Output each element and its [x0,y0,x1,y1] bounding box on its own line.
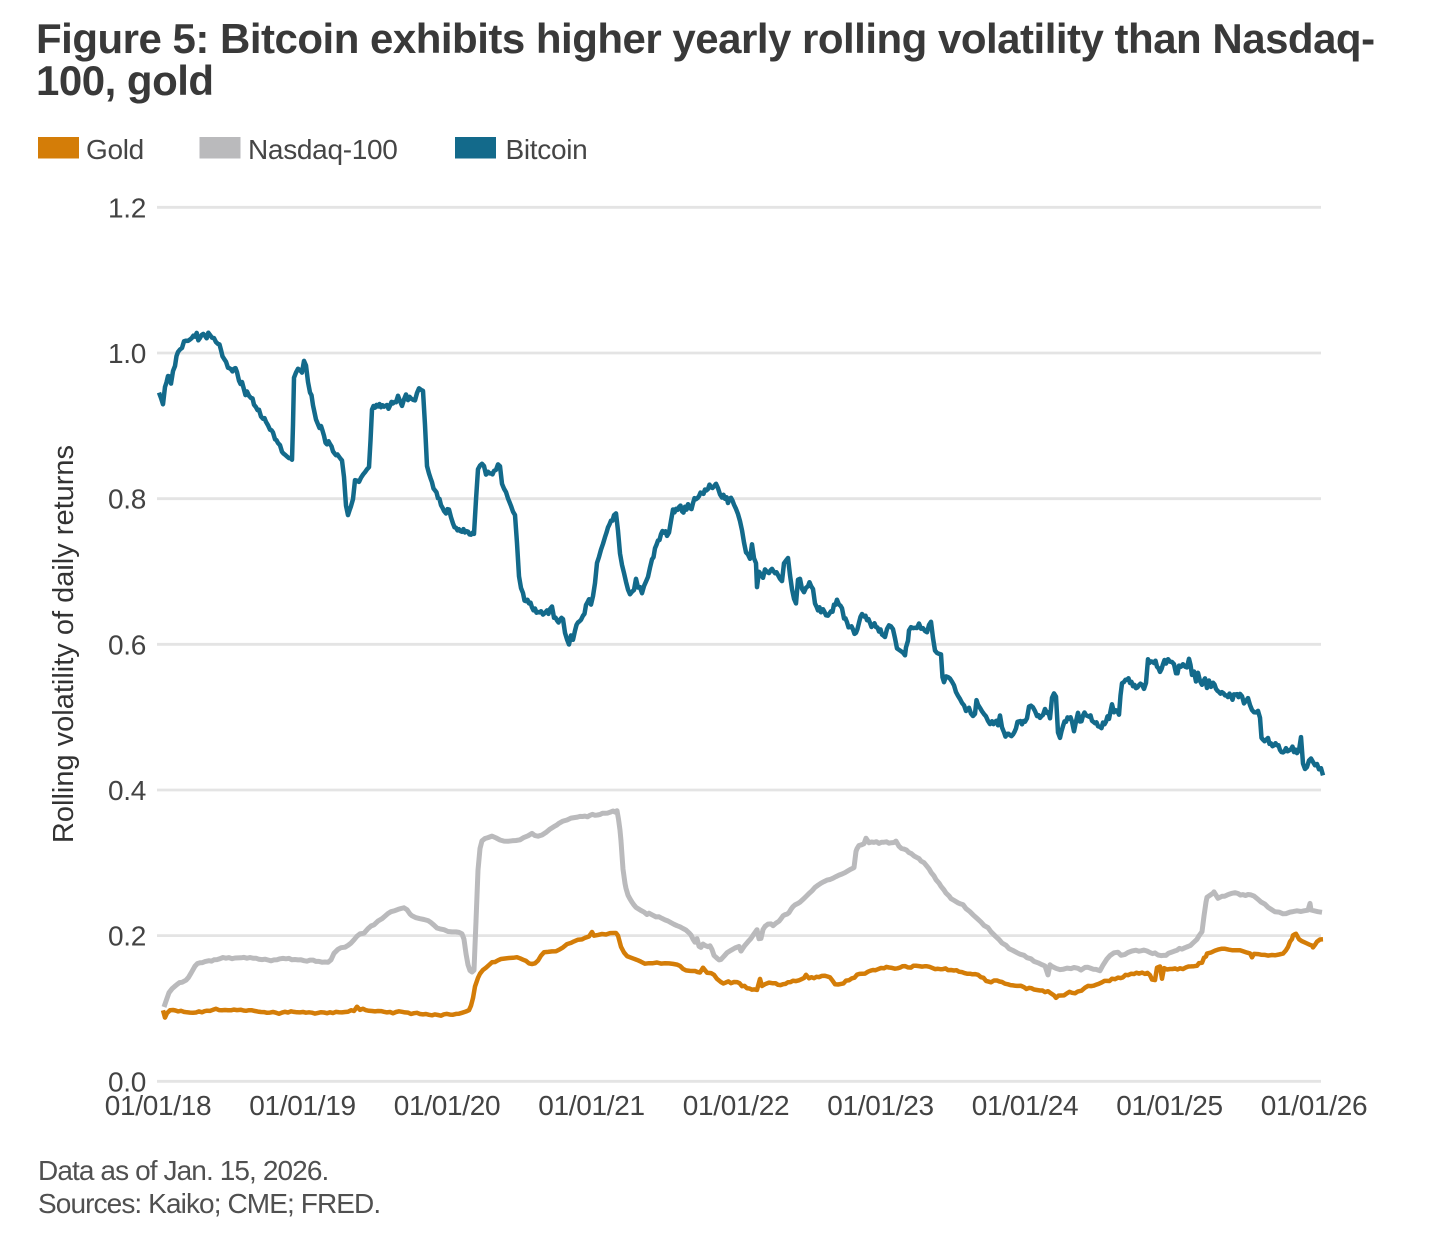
svg-text:01/01/25: 01/01/25 [1116,1090,1223,1121]
svg-text:0.0: 0.0 [108,1066,146,1097]
svg-text:Bitcoin: Bitcoin [506,134,588,165]
svg-text:Gold: Gold [86,134,144,165]
svg-text:Sources: Kaiko; CME; FRED.: Sources: Kaiko; CME; FRED. [38,1188,380,1219]
svg-text:100, gold: 100, gold [36,57,214,104]
svg-text:1.0: 1.0 [108,338,146,369]
svg-text:01/01/20: 01/01/20 [394,1090,501,1121]
svg-text:0.4: 0.4 [108,775,146,806]
svg-text:1.2: 1.2 [108,192,146,223]
svg-text:Figure 5: Bitcoin exhibits hig: Figure 5: Bitcoin exhibits higher yearly… [36,15,1375,62]
svg-text:0.6: 0.6 [108,629,146,660]
svg-text:01/01/23: 01/01/23 [827,1090,934,1121]
svg-text:0.8: 0.8 [108,484,146,515]
svg-text:01/01/21: 01/01/21 [538,1090,645,1121]
svg-text:01/01/26: 01/01/26 [1261,1090,1368,1121]
svg-text:Nasdaq-100: Nasdaq-100 [248,134,398,165]
svg-text:01/01/24: 01/01/24 [972,1090,1079,1121]
svg-text:Data as of Jan. 15, 2026.: Data as of Jan. 15, 2026. [38,1155,328,1186]
svg-text:01/01/22: 01/01/22 [683,1090,790,1121]
svg-text:01/01/18: 01/01/18 [105,1090,212,1121]
svg-text:01/01/19: 01/01/19 [249,1090,356,1121]
svg-text:Rolling volatility of daily re: Rolling volatility of daily returns [48,445,80,843]
svg-text:0.2: 0.2 [108,921,146,952]
